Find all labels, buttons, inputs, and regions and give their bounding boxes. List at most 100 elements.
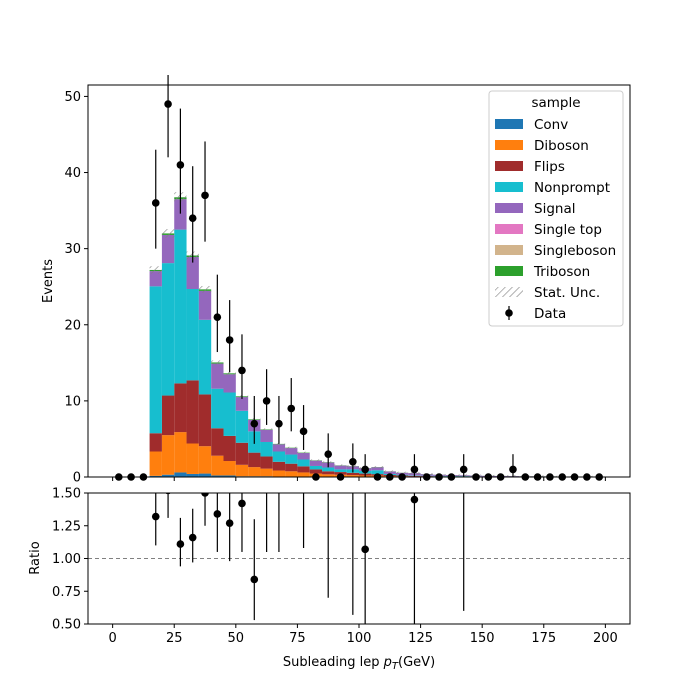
ratio-y-tick-label: 1.50 [52, 487, 81, 502]
bar-nonprompt [334, 469, 347, 473]
main-x-ticks [112, 477, 606, 481]
bar-diboson [248, 467, 261, 477]
ratio-point [188, 533, 197, 542]
bar-nonprompt [260, 441, 273, 457]
bar-flips [297, 466, 310, 473]
bar-flips [223, 435, 236, 462]
legend-label: Triboson [533, 264, 590, 280]
x-tick-label: 0 [108, 631, 116, 646]
ratio-point [250, 575, 259, 584]
ratio-y-ticks: 0.50 0.75 1.00 1.25 1.50 [52, 487, 88, 633]
bar-signal [371, 467, 384, 471]
stat-unc-band [198, 285, 212, 293]
legend-label: Diboson [534, 138, 589, 154]
x-axis-label: Subleading lep pT(GeV) [283, 655, 435, 672]
bar-diboson [198, 446, 212, 474]
bar-conv [174, 472, 187, 477]
y-tick-label: 0 [73, 471, 81, 486]
ratio-point [176, 540, 185, 548]
legend-swatch [495, 245, 523, 255]
y-tick-label: 50 [64, 90, 81, 105]
data-point [176, 161, 185, 169]
main-y-ticks: 0 10 20 30 40 50 [64, 90, 88, 486]
bar-flips [322, 471, 335, 475]
bar-diboson [186, 443, 199, 474]
ratio-point [263, 483, 271, 491]
x-tick-label: 150 [470, 631, 495, 646]
ratio-points [151, 483, 465, 624]
legend-swatch [495, 266, 523, 276]
bar-signal [334, 465, 347, 470]
bar-conv [223, 475, 236, 477]
bar-flips [309, 469, 323, 474]
bar-flips [272, 461, 286, 471]
ratio-plot-panel: 0.50 0.75 1.00 1.25 1.50 0 25 50 75 100 125 150 175… [28, 483, 631, 672]
ratio-point [201, 493, 209, 497]
x-tick-label: 50 [228, 631, 245, 646]
bar-flips [186, 380, 199, 444]
data-point [164, 100, 172, 108]
legend-label: Nonprompt [534, 180, 610, 196]
legend-data-marker [505, 309, 513, 317]
bar-diboson [223, 461, 236, 476]
bar-signal [383, 471, 396, 474]
legend-label: Signal [534, 201, 575, 217]
bar-diboson [322, 474, 335, 477]
bar-nonprompt [174, 229, 187, 384]
main-y-axis-label: Events [41, 259, 56, 303]
data-point [275, 419, 283, 428]
bar-nonprompt [272, 451, 286, 462]
bar-diboson [174, 432, 187, 473]
legend-title: sample [531, 95, 580, 111]
bar-signal [235, 397, 249, 411]
bar-nonprompt [297, 459, 310, 467]
stat-unc-band [149, 266, 162, 274]
x-tick-label: 100 [347, 631, 372, 646]
bar-diboson [285, 471, 298, 477]
x-axis-label-subscript: T [392, 661, 399, 672]
bar-signal [285, 448, 298, 455]
stat-unc-band [272, 442, 286, 445]
bar-flips [248, 452, 261, 468]
stat-unc-band [285, 446, 298, 449]
data-point [349, 457, 357, 466]
ratio-point [213, 510, 222, 518]
stacked-histogram [149, 197, 606, 477]
ratio-y-axis-label: Ratio [28, 541, 43, 574]
ratio-point [238, 499, 246, 508]
legend-swatch [495, 140, 523, 150]
bar-conv [186, 473, 199, 477]
x-tick-label: 25 [166, 631, 183, 646]
bar-nonprompt [235, 410, 249, 443]
bar-signal [174, 199, 187, 230]
bar-flips [211, 428, 224, 456]
bar-nonprompt [211, 388, 224, 429]
bar-nonprompt [371, 470, 384, 475]
bar-nonprompt [198, 319, 212, 395]
x-tick-label: 200 [593, 631, 618, 646]
bar-diboson [346, 475, 359, 477]
stat-unc-band [161, 229, 175, 238]
bar-nonprompt [186, 288, 199, 381]
data-point [238, 366, 246, 375]
y-tick-label: 30 [64, 242, 81, 257]
bar-diboson [260, 468, 273, 477]
ratio-y-tick-label: 1.25 [52, 519, 81, 534]
x-axis-label-unit: (GeV) [398, 655, 435, 670]
stat-unc-band [309, 459, 323, 462]
ratio-point [361, 545, 369, 554]
bar-nonprompt [149, 286, 162, 434]
stat-unc-band [371, 466, 384, 468]
bar-flips [260, 456, 273, 469]
bar-flips [346, 472, 359, 476]
legend-entries: Conv Diboson Flips Nonprompt Signal Single to… [495, 117, 616, 322]
ratio-point [324, 483, 332, 491]
bar-nonprompt [285, 454, 298, 464]
ratio-y-tick-label: 0.50 [52, 618, 81, 633]
bar-flips [161, 395, 175, 436]
bar-diboson [161, 435, 175, 475]
bar-signal [297, 453, 310, 460]
ratio-point [225, 519, 234, 527]
stat-unc-band [260, 428, 273, 431]
